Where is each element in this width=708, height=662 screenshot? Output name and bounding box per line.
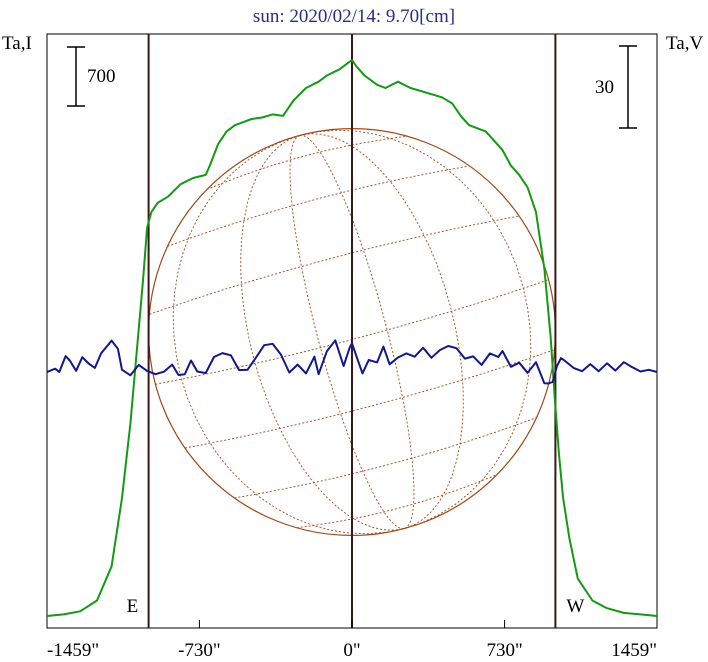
x-tick-label-2: 0" — [343, 640, 360, 661]
solar-parallel-2 — [149, 215, 520, 315]
x-tick-label-1: -730" — [178, 640, 221, 661]
solar-parallel-0 — [206, 135, 408, 191]
intensity-line — [46, 59, 658, 617]
solar-meridian-1 — [240, 134, 405, 531]
solar-parallel-4 — [184, 349, 555, 449]
limb-marker-label-e: E — [127, 596, 139, 617]
right-scale-bar-label: 30 — [595, 77, 614, 98]
left-scale-bar-label: 700 — [87, 66, 116, 87]
solar-parallel-1 — [167, 165, 470, 247]
x-tick-label-3: 730" — [486, 640, 522, 661]
solar-parallel-6 — [296, 473, 498, 529]
solar-meridian-4 — [299, 133, 464, 530]
left-scale-bar — [67, 46, 85, 107]
polarization-line — [46, 339, 658, 385]
chart-title: sun: 2020/02/14: 9.70[cm] — [253, 6, 455, 27]
x-tick-label-4: 1459" — [611, 640, 657, 661]
left-axis-label: Ta,I — [2, 33, 32, 54]
solar-meridian-2 — [289, 135, 405, 530]
x-tick-label-0: -1459" — [47, 640, 99, 661]
solar-meridian-3 — [299, 134, 415, 529]
right-axis-label: Ta,V — [666, 33, 703, 54]
solar-meridian-5 — [299, 129, 532, 530]
x-axis-ticks: -1459" -730" 0" 730" 1459" — [46, 620, 658, 661]
solar-parallel-5 — [234, 417, 537, 499]
limb-marker-label-w: W — [566, 596, 584, 617]
solar-meridian-0 — [172, 134, 405, 535]
right-scale-bar — [619, 45, 637, 129]
